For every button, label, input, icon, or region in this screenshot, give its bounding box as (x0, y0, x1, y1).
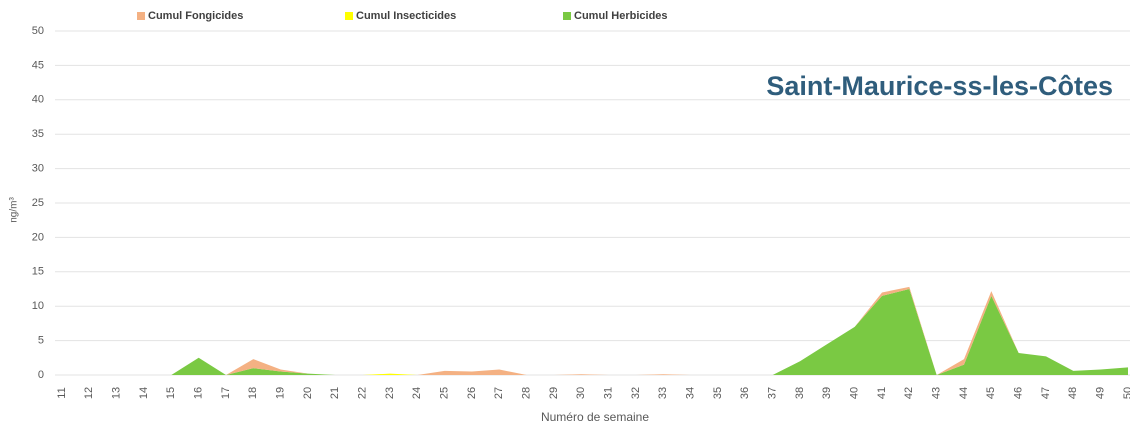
y-tick-label: 0 (38, 369, 44, 381)
x-tick-label: 15 (165, 387, 177, 399)
x-tick-label: 20 (302, 387, 314, 399)
x-tick-label: 34 (685, 387, 697, 399)
x-tick-label: 38 (794, 387, 806, 399)
x-tick-label: 35 (712, 387, 724, 399)
x-tick-label: 43 (931, 387, 943, 399)
y-tick-label: 30 (32, 163, 44, 175)
y-tick-label: 45 (32, 59, 44, 71)
y-tick-label: 10 (32, 300, 44, 312)
x-tick-label: 18 (247, 387, 259, 399)
x-tick-label: 45 (985, 387, 997, 399)
x-tick-label: 47 (1040, 387, 1052, 399)
area (62, 289, 1128, 375)
x-tick-label: 32 (630, 387, 642, 399)
chart-annotation: Saint-Maurice-ss-les-Côtes (766, 71, 1113, 101)
x-tick-label: 42 (903, 387, 915, 399)
legend-swatch (563, 12, 571, 20)
x-tick-label: 49 (1095, 387, 1107, 399)
x-tick-label: 29 (548, 387, 560, 399)
legend-label: Cumul Fongicides (148, 10, 243, 22)
y-tick-label: 20 (32, 231, 44, 243)
x-tick-label: 31 (603, 387, 615, 399)
x-tick-label: 24 (411, 387, 423, 399)
x-tick-label: 11 (56, 387, 68, 398)
x-tick-label: 14 (138, 387, 150, 399)
x-tick-label: 36 (739, 387, 751, 399)
x-tick-label: 41 (876, 387, 888, 399)
x-tick-label: 23 (384, 387, 396, 399)
x-tick-label: 22 (357, 387, 369, 399)
legend-swatch (345, 12, 353, 20)
x-tick-label: 44 (958, 387, 970, 399)
legend-swatch (137, 12, 145, 20)
y-tick-label: 50 (32, 25, 44, 37)
x-tick-label: 17 (220, 387, 232, 399)
x-tick-label: 12 (83, 387, 95, 399)
x-tick-label: 48 (1067, 387, 1079, 399)
x-tick-label: 19 (275, 387, 287, 399)
y-tick-label: 25 (32, 197, 44, 209)
legend-label: Cumul Insecticides (356, 10, 456, 22)
y-tick-label: 5 (38, 335, 44, 347)
x-tick-label: 30 (575, 387, 587, 399)
y-tick-label: 40 (32, 94, 44, 106)
x-tick-label: 26 (466, 387, 478, 399)
x-tick-label: 21 (329, 387, 341, 399)
y-tick-label: 35 (32, 128, 44, 140)
x-tick-label: 16 (193, 387, 205, 399)
y-axis-label: ng/m³ (9, 197, 20, 223)
x-tick-label: 33 (657, 387, 669, 399)
x-tick-label: 46 (1013, 387, 1025, 399)
x-tick-label: 40 (849, 387, 861, 399)
x-tick-label: 37 (767, 387, 779, 399)
y-tick-label: 15 (32, 266, 44, 278)
x-tick-label: 27 (493, 387, 505, 399)
x-tick-label: 13 (111, 387, 123, 399)
legend-label: Cumul Herbicides (574, 10, 668, 22)
x-tick-label: 39 (821, 387, 833, 399)
x-tick-label: 25 (439, 387, 451, 399)
x-tick-label: 50 (1122, 387, 1130, 399)
x-axis-label: Numéro de semaine (541, 410, 649, 424)
x-tick-label: 28 (521, 387, 533, 399)
